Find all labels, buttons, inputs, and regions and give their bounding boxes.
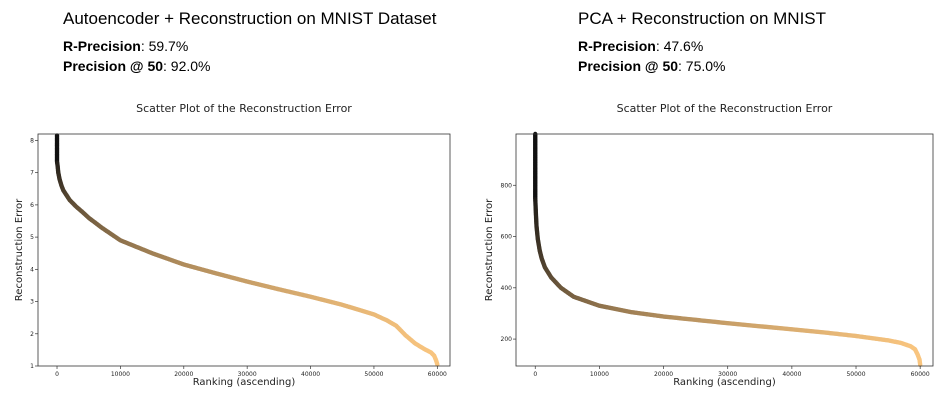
metric-label: R-Precision xyxy=(578,38,656,54)
plot-frame xyxy=(515,133,934,367)
x-tick-label: 0 xyxy=(55,371,59,378)
x-tick-label: 20000 xyxy=(174,371,193,378)
panel-title: PCA + Reconstruction on MNIST xyxy=(578,9,827,28)
y-tick-label: 1 xyxy=(30,363,34,370)
data-point xyxy=(435,362,440,367)
panel-title: Autoencoder + Reconstruction on MNIST Da… xyxy=(63,9,437,28)
x-tick-label: 50000 xyxy=(846,371,865,378)
metric-label: R-Precision xyxy=(63,38,141,54)
precision-at-50-metric: Precision @ 50: 75.0% xyxy=(578,56,826,76)
chart-title: Scatter Plot of the Reconstruction Error xyxy=(136,102,352,115)
x-tick-label: 60000 xyxy=(911,371,930,378)
x-tick-label: 10000 xyxy=(111,371,130,378)
y-tick-label: 800 xyxy=(501,182,513,189)
plot-frame xyxy=(37,133,451,367)
x-tick-label: 20000 xyxy=(654,371,673,378)
x-axis-label: Ranking (ascending) xyxy=(193,377,296,388)
metric-value: : 75.0% xyxy=(678,58,726,74)
x-tick-label: 30000 xyxy=(718,371,737,378)
r-precision-metric: R-Precision: 59.7% xyxy=(63,36,436,56)
y-tick-label: 3 xyxy=(30,299,34,306)
x-tick-label: 30000 xyxy=(238,371,257,378)
panel-header-pca: PCA + Reconstruction on MNIST R-Precisio… xyxy=(578,8,826,76)
x-tick-label: 10000 xyxy=(590,371,609,378)
y-tick-label: 8 xyxy=(30,137,34,144)
y-tick-label: 6 xyxy=(30,202,34,209)
metric-value: : 59.7% xyxy=(140,38,189,54)
panel-header-autoencoder: Autoencoder + Reconstruction on MNIST Da… xyxy=(63,8,436,76)
x-tick-label: 0 xyxy=(533,371,537,378)
precision-at-50-metric: Precision @ 50: 92.0% xyxy=(63,56,436,76)
y-tick-label: 200 xyxy=(501,336,513,343)
y-tick-label: 600 xyxy=(501,234,513,241)
metric-label: Precision @ 50 xyxy=(63,58,164,74)
metric-value: : 47.6% xyxy=(655,38,704,54)
x-tick-label: 40000 xyxy=(782,371,801,378)
y-tick-label: 2 xyxy=(30,331,34,338)
x-tick-label: 50000 xyxy=(364,371,383,378)
metric-value: : 92.0% xyxy=(163,58,211,74)
y-axis-label: Reconstruction Error xyxy=(484,198,495,301)
metric-label: Precision @ 50 xyxy=(578,58,679,74)
r-precision-metric: R-Precision: 47.6% xyxy=(578,36,826,56)
chart-title: Scatter Plot of the Reconstruction Error xyxy=(617,102,833,115)
y-axis-label: Reconstruction Error xyxy=(14,198,25,301)
y-tick-label: 400 xyxy=(501,285,513,292)
x-tick-label: 60000 xyxy=(428,371,447,378)
y-tick-label: 4 xyxy=(30,266,34,273)
x-tick-label: 40000 xyxy=(301,371,320,378)
y-tick-label: 5 xyxy=(30,234,34,241)
y-tick-label: 7 xyxy=(30,170,34,177)
x-axis-label: Ranking (ascending) xyxy=(673,377,776,388)
